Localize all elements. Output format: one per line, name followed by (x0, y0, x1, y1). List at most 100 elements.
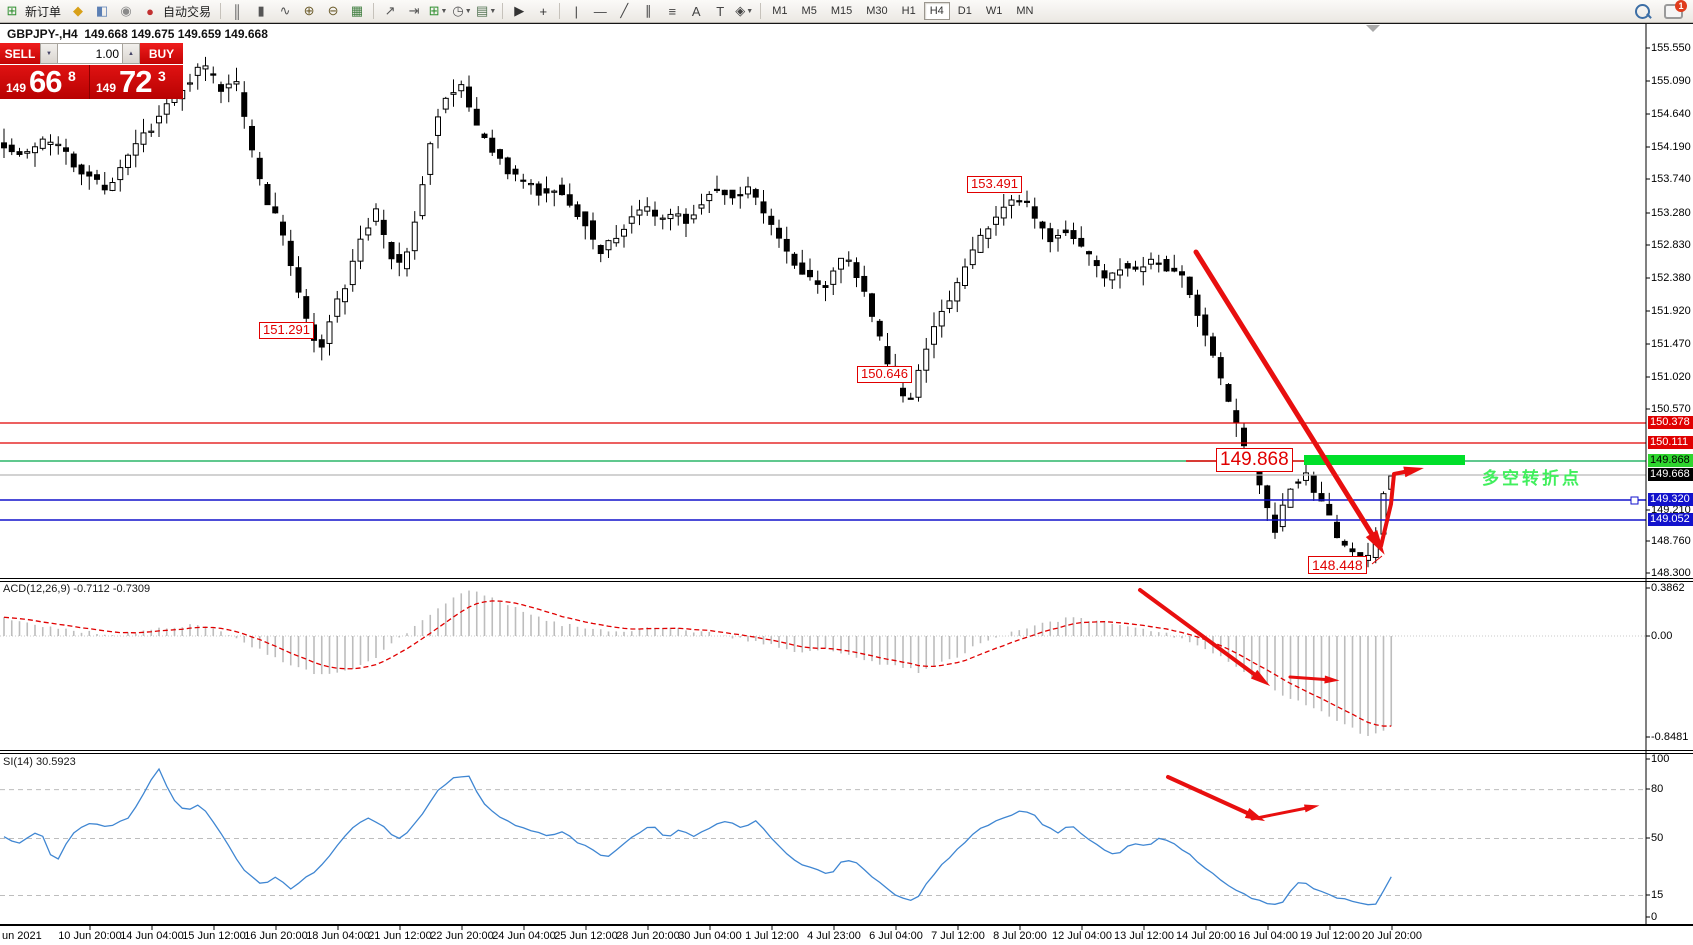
vertical-line-icon: | (574, 3, 578, 19)
toolbar-separator (760, 3, 762, 19)
indicators-button[interactable]: ↗ (378, 1, 402, 21)
signal-button[interactable]: ◉ (114, 1, 138, 21)
rsi-axis-label: 0 (1651, 911, 1658, 923)
macd-axis-label: 0.00 (1651, 630, 1673, 642)
trend-annotation-arrow[interactable] (1138, 588, 1264, 682)
price-annotation-label[interactable]: 151.291 (259, 322, 314, 339)
autotrade-icon: ● (146, 3, 154, 19)
chart-shift-marker[interactable] (1366, 25, 1380, 32)
trend-annotation-arrow[interactable] (1193, 249, 1381, 547)
timeframe-button-h1[interactable]: H1 (901, 5, 916, 17)
template-button[interactable]: ▤ ▼ (474, 1, 498, 21)
price-badge-150.111: 150.111 (1648, 436, 1693, 449)
ask-pip-digit: 3 (158, 68, 166, 84)
arrowhead (1403, 466, 1424, 478)
price-annotation-label[interactable]: 153.491 (967, 176, 1022, 193)
toolbar-separator (220, 3, 222, 19)
price-annotation-label[interactable]: 150.646 (857, 366, 912, 383)
buy-button[interactable]: BUY (140, 43, 183, 64)
notifications-icon[interactable]: 1 (1664, 0, 1687, 19)
price-annotation-label[interactable]: 148.448 (1308, 556, 1367, 575)
timeframe-clock-button[interactable]: ◷ ▼ (450, 1, 474, 21)
add-indicator-icon: ⊞ (428, 3, 440, 18)
text-label-button[interactable]: T (708, 1, 732, 21)
bid-price-button[interactable]: 149 66 8 (0, 64, 90, 99)
price-tick-label: 155.550 (1651, 42, 1691, 54)
timeframe-button-m15[interactable]: M15 (830, 5, 853, 17)
timeframe-button-mn[interactable]: MN (1016, 5, 1034, 17)
autotrade-button[interactable]: ● (138, 1, 162, 21)
volume-increment-button[interactable]: ▲ (122, 43, 140, 64)
timeframe-button-m30[interactable]: M30 (866, 5, 888, 17)
price-annotation-label[interactable]: 149.868 (1216, 448, 1293, 472)
candlestick-chart-button[interactable]: ▮ (249, 1, 273, 21)
toolbar-separator (502, 3, 504, 19)
new-order-button[interactable]: ⊞ (0, 1, 24, 21)
panel-separator[interactable] (0, 578, 1693, 579)
text-label-icon: T (716, 3, 725, 19)
time-axis-label: 4 Jul 23:00 (807, 930, 861, 942)
search-icon[interactable] (1635, 3, 1650, 19)
crosshair-icon: + (539, 3, 548, 19)
price-badge-149.868: 149.868 (1648, 454, 1693, 467)
panel-separator[interactable] (0, 581, 1693, 582)
volume-decrement-button[interactable]: ▼ (40, 43, 58, 64)
price-tick-label: 151.020 (1651, 371, 1691, 383)
highlighter-button[interactable]: ◆ (66, 1, 90, 21)
price-tick-label: 148.760 (1651, 535, 1691, 547)
rsi-axis-label: 15 (1651, 889, 1664, 901)
line-selection-handle[interactable] (1630, 496, 1639, 505)
candlestick-series (1, 56, 1395, 568)
tile-windows-button[interactable]: ▦ (345, 1, 369, 21)
support-zone-bar[interactable] (1304, 455, 1465, 465)
timeframe-button-m5[interactable]: M5 (801, 5, 817, 17)
timeframe-button-w1[interactable]: W1 (985, 5, 1003, 17)
toolbar-separator (559, 3, 561, 19)
bid-pip-digit: 8 (68, 68, 76, 84)
timeframe-button-m1[interactable]: M1 (772, 5, 788, 17)
horizontal-line-button[interactable]: — (588, 1, 612, 21)
time-axis-label: 1 Jul 12:00 (745, 930, 799, 942)
equidistant-channel-button[interactable]: ∥ (636, 1, 660, 21)
zoom-out-button[interactable]: ⊖ (321, 1, 345, 21)
text-button[interactable]: A (684, 1, 708, 21)
arrowhead (1303, 804, 1320, 813)
panel-separator[interactable] (0, 750, 1693, 751)
timeframe-button-h4[interactable]: H4 (923, 2, 950, 20)
trend-annotation-arrow[interactable] (1166, 775, 1258, 819)
trendline-button[interactable]: ╱ (612, 1, 636, 21)
chevron-down-icon: ▼ (464, 7, 472, 15)
arrows-objects-button[interactable]: ◈ ▼ (732, 1, 756, 21)
rsi-line[interactable] (3, 767, 1392, 906)
volume-input[interactable] (58, 43, 122, 64)
turning-point-annotation[interactable]: 多空转折点 (1482, 469, 1582, 488)
ask-price-button[interactable]: 149 72 3 (90, 64, 183, 99)
add-indicator-button[interactable]: ⊞ ▼ (426, 1, 450, 21)
line-chart-button[interactable]: ∿ (273, 1, 297, 21)
macd-signal-line[interactable] (3, 600, 1392, 727)
ask-main-digits: 72 (119, 64, 152, 99)
price-tick-label: 151.920 (1651, 305, 1691, 317)
sell-button[interactable]: SELL (0, 43, 40, 64)
time-axis-border (0, 924, 1693, 926)
bar-chart-button[interactable]: ║ (225, 1, 249, 21)
timeframe-button-d1[interactable]: D1 (957, 5, 972, 17)
crosshair-button[interactable]: + (531, 1, 555, 21)
symbol-info: GBPJPY-,H4 149.668 149.675 149.659 149.6… (7, 27, 268, 41)
bar-chart-icon: ║ (232, 3, 242, 19)
fibonacci-button[interactable]: ≡ (660, 1, 684, 21)
toolbar-separator (373, 3, 375, 19)
zoom-in-button[interactable]: ⊕ (297, 1, 321, 21)
time-axis-label: 16 Jul 04:00 (1238, 930, 1298, 942)
market-watch-button[interactable]: ◧ (90, 1, 114, 21)
toolbar: ⊞ 新订单 ◆ ◧ ◉ ● 自动交易 ║ ▮ ∿ ⊕ ⊖ ▦ ↗ ⇥ ⊞ ▼ ◷ ▼ ▤ ▼ ▶ + | — ╱ ∥ ≡ A T ◈ ▼ M1 M… (0, 0, 1693, 23)
trend-annotation-arrow[interactable] (1379, 468, 1416, 548)
rsi-axis-label: 50 (1651, 832, 1664, 844)
vertical-line-button[interactable]: | (564, 1, 588, 21)
trend-annotation-arrow[interactable] (1250, 805, 1314, 821)
cursor-button[interactable]: ▶ (507, 1, 531, 21)
chart-shift-button[interactable]: ⇥ (402, 1, 426, 21)
panel-separator[interactable] (0, 753, 1693, 754)
